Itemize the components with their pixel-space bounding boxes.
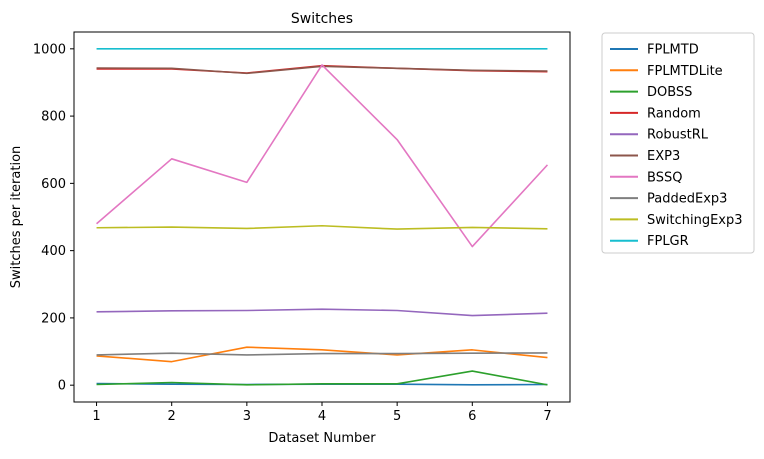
series-line-exp3	[96, 65, 548, 75]
y-tick-label: 200	[41, 311, 66, 326]
series-line-fplmtdlite	[96, 346, 548, 363]
chart-title: Switches	[291, 11, 353, 27]
legend-label: EXP3	[647, 149, 680, 164]
series-line-paddedexp3	[96, 352, 548, 356]
y-tick-label: 800	[41, 110, 66, 125]
y-tick-label: 400	[41, 244, 66, 259]
x-tick-label: 4	[318, 409, 326, 424]
series-line-switchingexp3	[96, 224, 548, 230]
series-line-robustrl	[96, 308, 548, 317]
axes-frame	[73, 31, 571, 403]
x-tick-label: 5	[393, 409, 401, 424]
series-line-dobss	[96, 370, 548, 386]
y-tick-label: 1000	[33, 42, 66, 57]
x-axis-label: Dataset Number	[268, 431, 376, 446]
legend-label: FPLMTDLite	[647, 64, 723, 79]
legend: FPLMTD FPLMTDLite DOBSS Random RobustRL EXP3 B…	[601, 32, 755, 254]
legend-label: SwitchingExp3	[647, 213, 743, 228]
x-tick-label: 3	[243, 409, 251, 424]
legend-frame	[601, 32, 755, 254]
x-tick-label: 2	[168, 409, 176, 424]
x-axis-ticks: 1 2 3 4 5 6 7	[92, 402, 552, 424]
legend-label: FPLGR	[647, 234, 689, 249]
legend-label: Random	[647, 106, 701, 121]
x-tick-label: 1	[92, 409, 100, 424]
legend-label: RobustRL	[647, 128, 709, 143]
y-axis-label: Switches per iteration	[9, 146, 24, 289]
legend-label: DOBSS	[647, 85, 692, 100]
series-line-bssq	[96, 64, 549, 248]
legend-label: BSSQ	[647, 170, 682, 185]
y-tick-label: 0	[58, 379, 66, 394]
x-tick-label: 6	[468, 409, 476, 424]
legend-label: FPLMTD	[647, 43, 699, 58]
y-axis-ticks: 0 200 400 600 800 1000	[33, 42, 74, 394]
legend-label: PaddedExp3	[647, 192, 727, 207]
y-tick-label: 600	[41, 177, 66, 192]
x-tick-label: 7	[543, 409, 551, 424]
plot-area	[96, 48, 549, 386]
